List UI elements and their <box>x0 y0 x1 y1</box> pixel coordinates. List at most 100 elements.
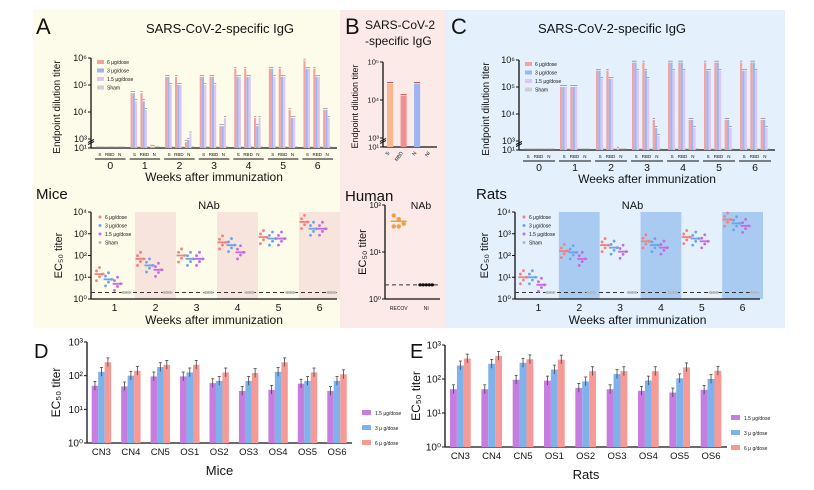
legend-marker <box>98 241 102 244</box>
y-axis-label: EC₅₀ titer <box>479 232 491 278</box>
x-axis-label: Weeks after immunization <box>569 313 707 327</box>
data-point <box>268 243 271 247</box>
data-point <box>662 248 666 252</box>
data-point <box>531 278 534 282</box>
x-axis-label: Rats <box>573 467 600 482</box>
bar <box>652 119 655 150</box>
bar <box>691 119 694 150</box>
y-tick-label: 10⁰ <box>426 443 441 454</box>
data-point <box>195 264 198 267</box>
data-point <box>744 227 747 230</box>
data-point <box>189 250 192 254</box>
week-band <box>135 212 176 299</box>
bar <box>714 62 717 150</box>
bar <box>327 117 330 148</box>
x-axis-label: Weeks after immunization <box>145 313 283 327</box>
data-point <box>321 220 324 224</box>
data-point <box>612 248 616 252</box>
week-label: 5 <box>699 302 705 314</box>
antigen-label: RBD <box>105 152 115 157</box>
axis-break-mark <box>87 141 95 145</box>
antigen-label: RBD <box>209 152 219 157</box>
y-tick-label: 10⁵ <box>368 58 379 67</box>
bar <box>280 76 284 148</box>
bar <box>256 126 259 148</box>
bar <box>570 87 573 150</box>
data-point <box>259 232 262 236</box>
data-point <box>280 230 283 234</box>
bar <box>608 78 611 150</box>
bar <box>562 87 565 150</box>
y-tick-label: 10¹ <box>74 143 87 153</box>
legend-marker <box>522 241 526 244</box>
week-label: 2 <box>608 162 614 174</box>
bar <box>765 128 768 150</box>
y-tick-label: 10⁵ <box>73 80 87 90</box>
week-label: 2 <box>576 302 582 314</box>
data-point <box>621 252 625 256</box>
x-tick-label: OS4 <box>639 451 658 462</box>
data-point <box>230 246 233 250</box>
antigen-label: N <box>691 154 694 159</box>
bar <box>251 373 259 443</box>
legend-marker <box>522 232 526 236</box>
data-point <box>685 238 689 242</box>
antigen-label: S <box>635 154 638 159</box>
legend-swatch <box>97 68 104 73</box>
legend-swatch <box>525 87 532 92</box>
antigen-label: RBD <box>312 152 322 157</box>
antigen-label: S <box>271 152 274 157</box>
y-tick-label: 10¹ <box>502 145 515 155</box>
antigen-label: RBD <box>678 154 688 159</box>
data-point <box>568 257 572 261</box>
data-point <box>218 247 221 251</box>
data-point <box>396 216 401 222</box>
data-point <box>682 242 686 246</box>
data-point <box>198 260 201 263</box>
bar <box>193 364 200 443</box>
data-point <box>104 274 107 278</box>
bar <box>163 364 171 443</box>
data-point <box>300 227 303 230</box>
data-point <box>113 279 116 283</box>
data-point <box>641 246 645 250</box>
bar <box>456 365 464 447</box>
data-point <box>148 266 151 270</box>
x-tick-label: OS2 <box>576 451 595 462</box>
data-point <box>540 286 543 289</box>
legend-swatch <box>362 425 371 430</box>
bar <box>616 148 619 150</box>
antigen-label: RBD <box>534 154 544 159</box>
bar <box>606 70 609 150</box>
bar <box>651 371 659 447</box>
bar <box>519 362 527 447</box>
bar <box>293 117 296 148</box>
bar <box>121 386 128 443</box>
y-tick-label: 10¹ <box>369 248 381 257</box>
y-tick-label: 10³ <box>502 136 515 146</box>
chart-title: NAb <box>411 200 432 212</box>
data-point <box>318 224 321 227</box>
week-label: 3 <box>211 160 217 172</box>
bar <box>179 85 182 148</box>
bar <box>169 85 172 148</box>
antigen-label: S <box>743 154 746 159</box>
bar <box>550 369 558 447</box>
data-point <box>609 243 613 246</box>
panel-c-title: SARS-CoV-2-specific IgG <box>538 21 686 36</box>
y-axis-label: EC₅₀ titer <box>53 232 65 278</box>
x-tick-label: CN4 <box>482 451 501 462</box>
axis-break-mark <box>379 140 387 144</box>
legend-swatch <box>97 85 104 90</box>
legend-label: 3 μg/dose <box>535 71 557 77</box>
data-point <box>321 230 324 233</box>
bar <box>130 93 133 148</box>
week-label: 0 <box>536 162 542 174</box>
data-point <box>537 289 540 293</box>
data-point <box>236 247 239 251</box>
y-tick-label: 10² <box>427 375 442 386</box>
panel-d-letter: D <box>34 341 48 363</box>
bar <box>135 101 138 148</box>
panel-a-species: Mice <box>36 186 68 203</box>
data-point <box>95 269 98 273</box>
